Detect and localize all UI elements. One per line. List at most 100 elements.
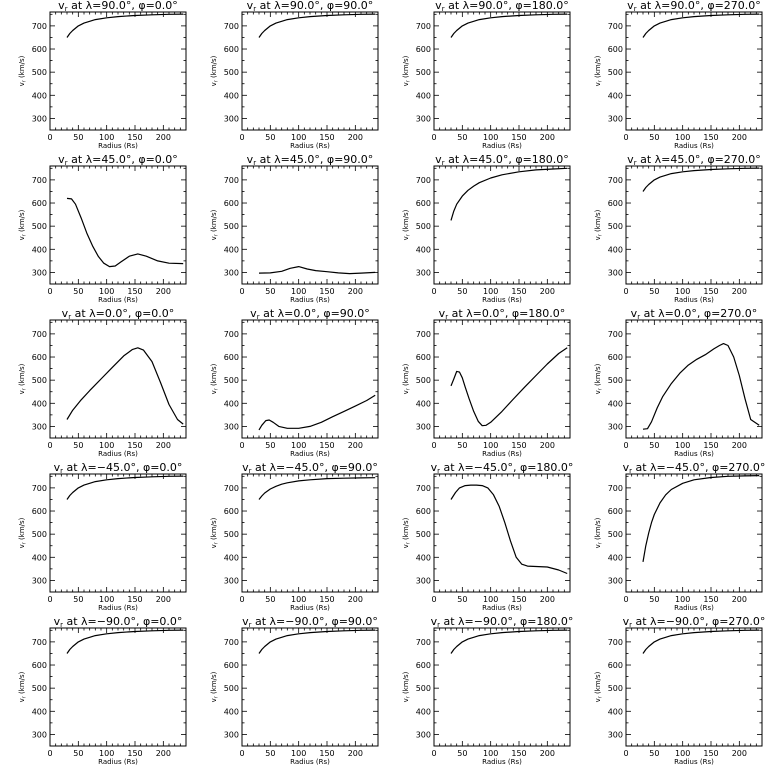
chart-title: vr at λ=90.0°, φ=270.0° — [627, 0, 761, 13]
x-tick-label: 150 — [127, 441, 142, 450]
x-tick-label: 200 — [540, 595, 555, 604]
chart-panel-10: vr at λ=0.0°, φ=180.0° 0 50 100 150 200 300 400… — [402, 307, 571, 458]
y-tick-label: 300 — [416, 268, 431, 277]
x-tick-label: 150 — [511, 749, 526, 758]
y-tick-label: 500 — [32, 530, 47, 539]
y-tick-label: 400 — [224, 707, 239, 716]
y-tick-label: 400 — [416, 91, 431, 100]
chart-panel-15: vr at λ=−45.0°, φ=270.0° 0 50 100 150 200 300 4… — [594, 461, 765, 612]
x-tick-label: 50 — [265, 749, 275, 758]
y-tick-label: 700 — [32, 176, 47, 185]
y-tick-label: 700 — [416, 176, 431, 185]
y-tick-label: 700 — [224, 176, 239, 185]
x-tick-label: 50 — [649, 749, 659, 758]
chart-panel-2: vr at λ=90.0°, φ=180.0° 0 50 100 150 200 300 40… — [402, 0, 571, 150]
series-line — [450, 484, 568, 575]
y-tick-label: 500 — [608, 684, 623, 693]
x-tick-label: 200 — [156, 287, 171, 296]
x-tick-label: 150 — [319, 441, 334, 450]
y-tick-label: 600 — [224, 353, 239, 362]
chart-panel-0: vr at λ=90.0°, φ=0.0° 0 50 100 150 200 300 400 5… — [18, 0, 187, 150]
y-tick-label: 700 — [416, 638, 431, 647]
x-tick-label: 100 — [483, 595, 498, 604]
x-tick-label: 200 — [732, 287, 747, 296]
y-tick-label: 400 — [224, 553, 239, 562]
chart-panel-5: vr at λ=45.0°, φ=90.0° 0 50 100 150 200 300 400… — [210, 153, 379, 304]
x-tick-label: 150 — [127, 133, 142, 142]
x-axis-label: Radius (Rs) — [482, 450, 522, 458]
x-tick-label: 200 — [156, 133, 171, 142]
plot-frame — [241, 165, 379, 285]
x-tick-label: 200 — [156, 749, 171, 758]
x-tick-label: 100 — [483, 133, 498, 142]
x-tick-label: 0 — [623, 287, 628, 296]
plot-frame — [241, 11, 379, 131]
x-tick-label: 150 — [703, 749, 718, 758]
x-tick-label: 150 — [511, 133, 526, 142]
y-tick-label: 600 — [416, 45, 431, 54]
chart-panel-12: vr at λ=−45.0°, φ=0.0° 0 50 100 150 200 300 400… — [18, 461, 187, 612]
y-tick-label: 400 — [416, 245, 431, 254]
x-tick-label: 100 — [99, 441, 114, 450]
chart-title: vr at λ=−45.0°, φ=90.0° — [242, 461, 378, 475]
y-tick-label: 400 — [608, 399, 623, 408]
chart-title: vr at λ=0.0°, φ=0.0° — [62, 307, 175, 321]
plot-frame — [433, 627, 571, 747]
y-tick-label: 300 — [32, 576, 47, 585]
series-line — [642, 343, 760, 430]
chart-panel-14: vr at λ=−45.0°, φ=180.0° 0 50 100 150 200 300 4… — [402, 461, 573, 612]
x-tick-label: 100 — [99, 595, 114, 604]
x-tick-label: 150 — [319, 287, 334, 296]
y-tick-label: 300 — [416, 114, 431, 123]
chart-title: vr at λ=−45.0°, φ=270.0° — [623, 461, 766, 475]
series-line — [450, 167, 568, 221]
x-tick-label: 50 — [649, 133, 659, 142]
y-tick-label: 300 — [416, 576, 431, 585]
series-line — [258, 629, 376, 654]
x-tick-label: 50 — [73, 133, 83, 142]
x-axis-label: Radius (Rs) — [482, 604, 522, 612]
chart-panel-19: vr at λ=−90.0°, φ=270.0° 0 50 100 150 200 300 4… — [594, 615, 765, 766]
y-tick-label: 500 — [224, 222, 239, 231]
x-tick-label: 200 — [156, 441, 171, 450]
y-tick-label: 600 — [32, 507, 47, 516]
x-tick-label: 50 — [73, 749, 83, 758]
x-tick-label: 100 — [99, 749, 114, 758]
y-tick-label: 600 — [32, 353, 47, 362]
x-tick-label: 0 — [47, 595, 52, 604]
x-tick-label: 100 — [291, 133, 306, 142]
x-axis-label: Radius (Rs) — [290, 142, 330, 150]
plot-frame — [49, 473, 187, 593]
chart-panel-8: vr at λ=0.0°, φ=0.0° 0 50 100 150 200 300 400 50… — [18, 307, 187, 458]
x-tick-label: 100 — [675, 287, 690, 296]
y-tick-label: 500 — [224, 684, 239, 693]
chart-title: vr at λ=90.0°, φ=90.0° — [247, 0, 374, 13]
chart-panel-7: vr at λ=45.0°, φ=270.0° 0 50 100 150 200 300 40… — [594, 153, 763, 304]
y-tick-label: 300 — [416, 730, 431, 739]
chart-panel-18: vr at λ=−90.0°, φ=180.0° 0 50 100 150 200 300 4… — [402, 615, 573, 766]
y-tick-label: 400 — [32, 91, 47, 100]
plot-frame — [49, 319, 187, 439]
x-tick-label: 100 — [291, 441, 306, 450]
plot-frame — [625, 319, 763, 439]
y-tick-label: 300 — [608, 730, 623, 739]
y-axis-label: vr (km/s) — [210, 55, 220, 86]
y-axis-label: vr (km/s) — [18, 363, 28, 394]
y-tick-label: 300 — [608, 114, 623, 123]
chart-panel-1: vr at λ=90.0°, φ=90.0° 0 50 100 150 200 300 400… — [210, 0, 379, 150]
y-axis-label: vr (km/s) — [594, 517, 604, 548]
x-tick-label: 50 — [457, 133, 467, 142]
x-tick-label: 200 — [540, 441, 555, 450]
x-tick-label: 200 — [348, 441, 363, 450]
y-tick-label: 400 — [32, 553, 47, 562]
x-tick-label: 200 — [540, 287, 555, 296]
y-tick-label: 500 — [608, 222, 623, 231]
plot-frame — [625, 473, 763, 593]
x-tick-label: 0 — [431, 287, 436, 296]
x-tick-label: 200 — [348, 133, 363, 142]
x-tick-label: 150 — [127, 287, 142, 296]
y-tick-label: 700 — [416, 484, 431, 493]
series-line — [258, 394, 376, 431]
x-tick-label: 200 — [732, 595, 747, 604]
